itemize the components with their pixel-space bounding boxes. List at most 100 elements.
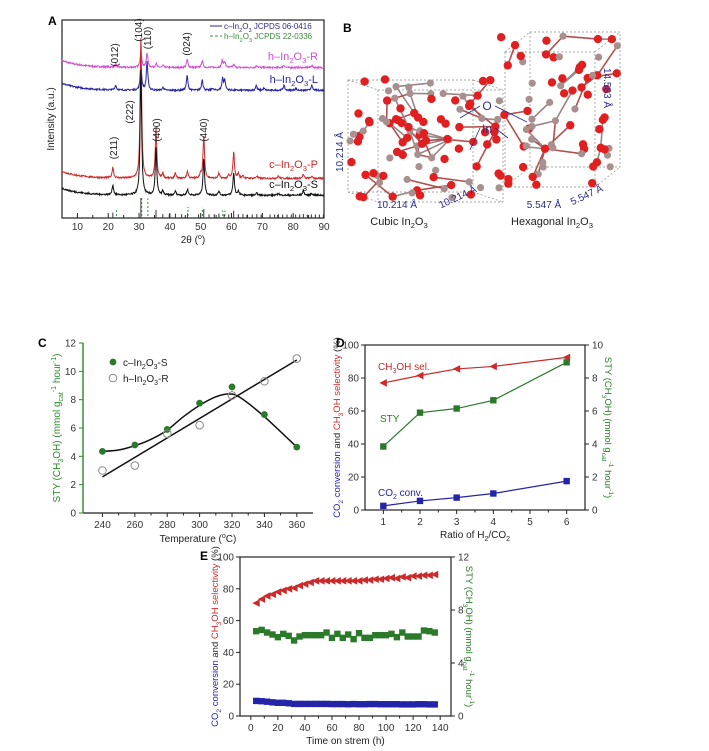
- data-point: [290, 700, 298, 708]
- data-point: [404, 701, 411, 708]
- bond: [395, 86, 415, 114]
- data-point: [263, 592, 271, 600]
- data-point: [300, 580, 309, 588]
- data-point: [382, 631, 390, 639]
- data-point: [415, 633, 422, 640]
- data-point: [290, 584, 298, 592]
- unit-cell-edge: [472, 191, 504, 203]
- oxygen-atom: [532, 180, 541, 189]
- series-label-sty: STY: [380, 414, 400, 425]
- indium-atom: [384, 87, 393, 95]
- data-point: [292, 354, 302, 363]
- x-tick-label: 20: [103, 222, 115, 233]
- indium-atom: [528, 122, 536, 130]
- data-point: [253, 628, 260, 635]
- oxygen-atom: [443, 134, 452, 144]
- data-point: [261, 411, 268, 418]
- indium-atom: [555, 53, 563, 61]
- y-left-tick-label: 0: [228, 712, 234, 723]
- data-point: [307, 631, 314, 639]
- y-right-tick-label: 8: [592, 374, 598, 385]
- x-tick-label: 320: [224, 520, 241, 531]
- data-point: [431, 701, 438, 708]
- oxygen-atom: [504, 179, 513, 188]
- bond: [531, 119, 556, 128]
- data-point: [399, 629, 406, 636]
- y-tick-label: 8: [70, 395, 76, 406]
- data-point: [388, 630, 395, 638]
- indium-atom: [432, 166, 440, 174]
- data-point: [398, 573, 406, 581]
- indium-atom: [539, 163, 547, 171]
- data-point: [327, 577, 336, 585]
- data-point: [355, 701, 363, 708]
- data-point: [280, 699, 287, 707]
- data-point: [409, 633, 417, 640]
- oxygen-atom: [354, 109, 363, 118]
- data-point: [409, 701, 417, 708]
- hexagonal-lattice-a: 5.547 Å: [527, 198, 562, 211]
- bond: [475, 131, 496, 167]
- series-line: [382, 361, 567, 447]
- panel-letter-a: A: [48, 14, 57, 28]
- y-left-tick-label: 60: [348, 407, 360, 418]
- indium-atom: [546, 98, 554, 106]
- x-tick-label: 30: [133, 222, 145, 233]
- y-tick-label: 2: [70, 480, 76, 491]
- xrd-pattern-line: [61, 38, 325, 181]
- data-point: [419, 571, 428, 580]
- indium-atom: [391, 94, 399, 102]
- indium-atom: [378, 114, 387, 123]
- cubic-structure: [346, 75, 503, 202]
- oxygen-atom: [417, 139, 427, 148]
- data-point: [253, 697, 260, 705]
- y-tick-label: 10: [65, 367, 77, 378]
- data-point: [489, 362, 497, 371]
- x-tick-label: 6: [564, 517, 570, 528]
- oxygen-atom: [518, 162, 528, 172]
- indium-atom: [408, 189, 416, 197]
- data-point: [312, 631, 319, 639]
- oxygen-atom: [607, 34, 617, 44]
- data-point: [416, 497, 424, 505]
- y-right-axis-title: STY (CH3OH) (mmol gcat-1 hour-1): [600, 357, 614, 498]
- x-tick-label: 140: [432, 723, 449, 734]
- oxygen-atom: [410, 108, 419, 118]
- x-tick-label: 70: [257, 222, 269, 233]
- bond: [596, 45, 618, 76]
- data-point: [333, 577, 341, 585]
- y-right-tick-label: 6: [592, 407, 598, 418]
- oxygen-atom: [473, 91, 482, 100]
- data-point: [382, 701, 390, 708]
- series-label-ch3oh-sel: CH3OH sel.: [378, 362, 430, 375]
- data-point: [301, 631, 309, 639]
- x-tick-label: 80: [288, 222, 300, 233]
- panel-letter-c: C: [38, 336, 47, 350]
- oxygen-atom: [419, 117, 428, 127]
- bond: [563, 35, 599, 40]
- y-right-tick-label: 2: [592, 473, 598, 484]
- indium-atom: [392, 82, 400, 91]
- indium-atom: [465, 178, 473, 186]
- oxygen-atom: [568, 86, 577, 95]
- data-point: [317, 577, 325, 585]
- x-tick-label: 240: [94, 520, 111, 531]
- oxygen-atom: [429, 173, 438, 182]
- data-point: [130, 461, 140, 470]
- indium-atom: [495, 97, 503, 105]
- data-point: [227, 391, 237, 400]
- oxygen-atom: [593, 34, 603, 44]
- data-point: [344, 577, 352, 585]
- oxygen-label: O: [482, 99, 491, 113]
- data-point: [372, 700, 379, 708]
- oxygen-atom: [419, 129, 429, 138]
- y-left-tick-label: 100: [342, 341, 359, 352]
- data-point: [317, 700, 325, 708]
- legend-label-cubic: c–In2O3 JCPDS 06-0416: [224, 22, 312, 34]
- hexagonal-title: Hexagonal In2O3​: [511, 216, 593, 230]
- y-right-tick-label: 4: [458, 659, 464, 670]
- x-tick-label: 90: [318, 222, 330, 233]
- oxygen-atom: [558, 74, 567, 83]
- xrd-pattern-line: [61, 69, 325, 198]
